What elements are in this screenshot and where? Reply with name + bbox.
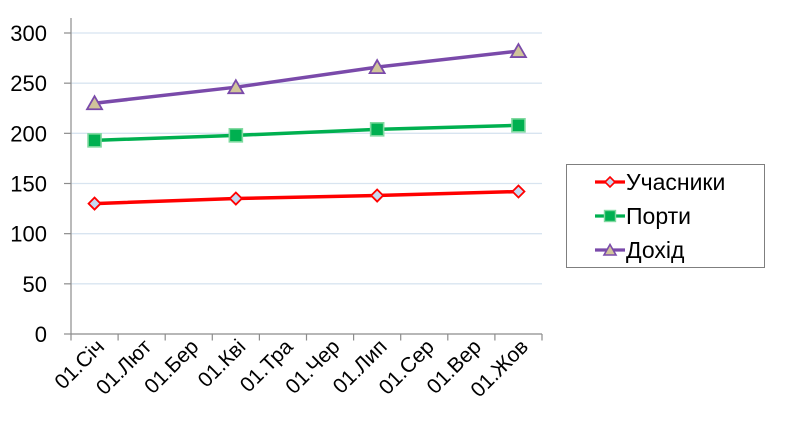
y-axis-tick-label: 0 bbox=[35, 322, 47, 347]
legend-box: Учасники Порти Дохід bbox=[566, 164, 765, 268]
legend-label-dokhid: Дохід bbox=[626, 236, 685, 263]
legend-label-uchasnyky: Учасники bbox=[626, 168, 726, 195]
data-point-marker-square bbox=[87, 133, 102, 148]
legend-item-uchasnyky: Учасники bbox=[595, 165, 764, 199]
y-axis-tick-label: 300 bbox=[10, 21, 47, 46]
data-point-marker-square bbox=[369, 122, 385, 137]
series-line-1 bbox=[94, 123, 519, 143]
data-point-marker-triangle bbox=[368, 58, 387, 75]
series-line-0 bbox=[94, 189, 519, 206]
legend-marker-svg bbox=[595, 209, 625, 223]
legend-marker-svg bbox=[595, 242, 625, 256]
data-point-marker-diamond bbox=[511, 184, 526, 199]
data-point-marker-square bbox=[511, 118, 526, 133]
legend-item-dokhid: Дохід bbox=[595, 233, 764, 267]
data-point-marker-triangle bbox=[509, 42, 528, 58]
y-axis-tick-label: 50 bbox=[23, 272, 47, 297]
data-point-marker-diamond bbox=[87, 196, 102, 211]
series-line-2 bbox=[94, 49, 519, 105]
x-axis-tick-label: 01.Бер bbox=[140, 335, 203, 398]
data-point-marker-diamond bbox=[369, 188, 385, 203]
data-point-marker-square bbox=[228, 128, 244, 143]
legend-marker-diamond-icon bbox=[595, 174, 625, 190]
legend-square-glyph bbox=[603, 209, 617, 223]
data-point-marker-triangle bbox=[226, 78, 245, 95]
legend-marker-triangle-icon bbox=[595, 242, 625, 258]
data-point-marker-triangle bbox=[85, 94, 104, 111]
data-point-marker-diamond bbox=[228, 191, 244, 206]
legend-triangle-glyph bbox=[602, 242, 618, 256]
legend-marker-svg bbox=[595, 175, 625, 189]
legend-diamond-glyph bbox=[603, 175, 617, 189]
y-axis-tick-label: 250 bbox=[10, 71, 47, 96]
legend-marker-square-icon bbox=[595, 208, 625, 224]
y-axis-tick-label: 100 bbox=[10, 222, 47, 247]
y-axis-tick-label: 150 bbox=[10, 172, 47, 197]
y-axis-tick-label: 200 bbox=[10, 121, 47, 146]
legend-item-porty: Порти bbox=[595, 199, 764, 233]
legend-label-porty: Порти bbox=[626, 202, 691, 229]
